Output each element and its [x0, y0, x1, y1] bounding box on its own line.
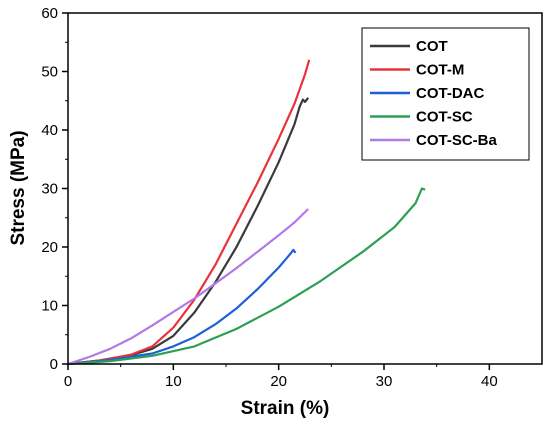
- series-line-cot-dac: [67, 248, 297, 366]
- x-axis-title: Strain (%): [241, 398, 330, 419]
- y-tick-label: 60: [41, 5, 58, 22]
- legend-label: COT: [416, 38, 448, 55]
- series-line-cot-sc: [67, 187, 426, 366]
- legend-label: COT-SC-Ba: [416, 132, 497, 149]
- y-tick-label: 40: [41, 122, 58, 139]
- y-tick-label: 30: [41, 181, 58, 198]
- series-line-cot-sc-ba: [67, 208, 309, 366]
- legend-label: COT-DAC: [416, 85, 484, 102]
- series-layer: [67, 59, 426, 366]
- y-tick-label: 10: [41, 298, 58, 315]
- legend-label: COT-M: [416, 62, 464, 79]
- series-line-cot-m: [67, 59, 311, 366]
- series-line-cot: [67, 97, 310, 366]
- y-tick-label: 20: [41, 239, 58, 256]
- legend-label: COT-SC: [416, 109, 473, 126]
- x-tick-label: 30: [376, 373, 393, 390]
- y-tick-label: 50: [41, 64, 58, 81]
- x-tick-label: 10: [165, 373, 182, 390]
- x-tick-label: 20: [270, 373, 287, 390]
- legend: COT COT-M COT-DAC COT-SC COT-SC-Ba: [361, 27, 530, 161]
- ticks-layer: 0 10 20 30 40 0 10 20 30 40 50 60: [41, 5, 497, 390]
- y-axis-title: Stress (MPa): [8, 130, 29, 245]
- x-tick-label: 0: [64, 373, 72, 390]
- y-tick-label: 0: [50, 356, 58, 373]
- x-tick-label: 40: [481, 373, 498, 390]
